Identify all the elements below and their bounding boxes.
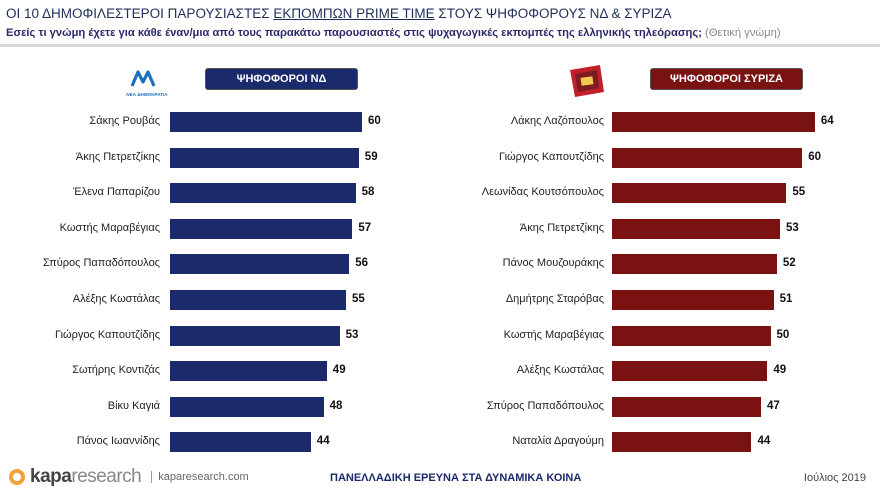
syriza-logo — [570, 65, 604, 97]
bar-label: Άκης Πετρετζίκης — [519, 221, 604, 234]
bar-value: 52 — [782, 257, 796, 270]
bar-label: Πάνος Ιωαννίδης — [76, 435, 160, 448]
bar-value: 48 — [329, 399, 343, 412]
bar — [170, 218, 353, 239]
bar-label: Ναταλία Δραγούμη — [512, 435, 604, 448]
bar — [170, 325, 340, 346]
bar-value: 51 — [779, 293, 793, 305]
bar-value: 55 — [792, 186, 806, 199]
bar-label: Γιώργος Καπουτζίδης — [54, 328, 160, 341]
bar-label: Κωστής Μαραβέγιας — [59, 221, 160, 234]
bar-label: Έλενα Παπαρίζου — [73, 186, 160, 199]
bar — [170, 112, 362, 132]
bar — [170, 432, 311, 453]
bar-label: Δημήτρης Σταρόβας — [505, 293, 604, 305]
bar — [612, 290, 774, 310]
header-divider — [0, 44, 880, 47]
bar-value: 59 — [364, 150, 378, 163]
bar-value: 53 — [345, 328, 359, 341]
bar — [612, 112, 815, 132]
bar — [612, 254, 777, 275]
bar — [612, 361, 768, 382]
bar-value: 64 — [820, 115, 834, 127]
site-url: kaparesearch.com — [151, 471, 249, 483]
bar-value: 60 — [808, 150, 821, 163]
nd-logo: ΝΕΑ ΔΗΜΟΚΡΑΤΙΑ — [126, 70, 168, 97]
bar-label: Αλέξης Κωστάλας — [516, 364, 604, 377]
bar-label: Σωτήρης Κοντιζάς — [72, 364, 160, 377]
bar-value: 55 — [352, 293, 365, 305]
bar — [170, 361, 327, 382]
nd-voters-header: ΨΗΦΟΦΟΡΟΙ ΝΔ — [205, 68, 358, 90]
bar-value: 50 — [776, 328, 790, 341]
kapa-logo-icon — [9, 469, 25, 485]
syriza-voters-header: ΨΗΦΟΦΟΡΟΙ ΣΥΡΙΖΑ — [650, 68, 803, 90]
bar-label: Σπύρος Παπαδόπουλος — [42, 257, 160, 270]
page-title: ΟΙ 10 ΔΗΜΟΦΙΛΕΣΤΕΡΟΙ ΠΑΡΟΥΣΙΑΣΤΕΣ ΕΚΠΟΜΠ… — [6, 6, 672, 21]
bar-value: 47 — [766, 399, 780, 412]
bar-value: 58 — [361, 186, 375, 199]
bar — [612, 218, 780, 239]
page-subtitle: Εσείς τι γνώμη έχετε για κάθε έναν/μια α… — [6, 27, 781, 39]
bar-value: 57 — [358, 221, 372, 234]
bar-value: 49 — [773, 364, 787, 377]
bar-value: 60 — [368, 115, 381, 127]
bar-label: Κωστής Μαραβέγιας — [503, 328, 604, 341]
nd-logo-text: ΝΕΑ ΔΗΜΟΚΡΑΤΙΑ — [126, 92, 168, 97]
bar-value: 53 — [786, 221, 799, 234]
bar — [612, 147, 803, 168]
survey-date: Ιούλιος 2019 — [803, 472, 866, 484]
bar-value: 49 — [332, 364, 346, 377]
survey-caption: ΠΑΝΕΛΛΑΔΙΚΗ ΕΡΕΥΝΑ ΣΤΑ ΔΥΝΑΜΙΚΑ ΚΟΙΝΑ — [330, 472, 582, 484]
subtitle-note: (Θετική γνώμη) — [704, 27, 781, 39]
bar-label: Πάνος Μουζουράκης — [502, 257, 604, 270]
bar-label: Βίκυ Καγιά — [107, 399, 160, 412]
bar-label: Σάκης Ρουβάς — [89, 115, 160, 127]
bar-label: Γιώργος Καπουτζίδης — [498, 150, 604, 163]
bar — [612, 396, 761, 417]
bar — [612, 432, 752, 453]
bar — [170, 147, 359, 168]
bar — [612, 325, 771, 346]
bar-label: Σπύρος Παπαδόπουλος — [486, 399, 604, 412]
kapa-research-logo: kaparesearch kaparesearch.com — [8, 466, 249, 488]
bar — [612, 183, 787, 204]
bar — [170, 290, 346, 310]
bar-label: Άκης Πετρετζίκης — [75, 150, 160, 163]
bar — [170, 396, 324, 417]
bar-value: 56 — [355, 257, 368, 270]
bar — [170, 254, 350, 275]
bar — [170, 183, 356, 204]
bar-label: Λεωνίδας Κουτσόπουλος — [481, 186, 604, 199]
bar-label: Αλέξης Κωστάλας — [72, 293, 160, 305]
bar-label: Λάκης Λαζόπουλος — [510, 115, 604, 127]
bar-value: 44 — [316, 435, 330, 448]
bar-value: 44 — [757, 435, 771, 448]
